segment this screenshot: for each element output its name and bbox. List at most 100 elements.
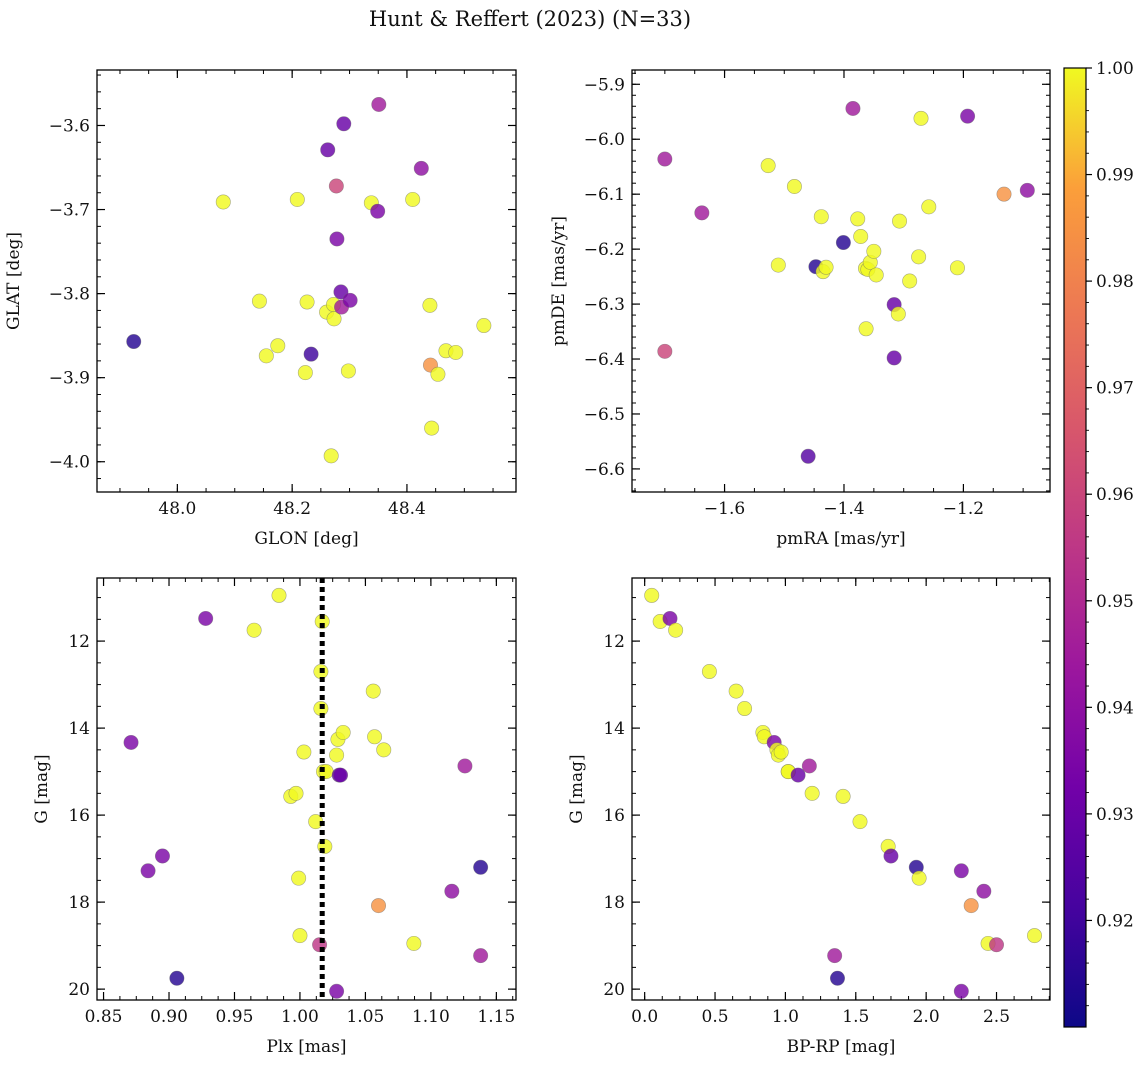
data-point <box>1019 182 1035 198</box>
parallax-magnitude-xlabel: Plx [mas] <box>266 1037 346 1057</box>
color-magnitude-ylabel: G [mag] <box>567 754 587 823</box>
data-point <box>323 448 339 464</box>
data-point <box>457 758 473 774</box>
data-point <box>289 191 305 207</box>
data-point <box>801 758 817 774</box>
colorbar-tick-label: 0.99 <box>1096 166 1134 186</box>
colorbar-tick-label: 0.93 <box>1096 805 1134 825</box>
color-magnitude-ytick-label: 18 <box>603 893 625 913</box>
sky-position-xtick-label: 48.4 <box>388 499 426 519</box>
colorbar-tick-label: 0.94 <box>1096 698 1134 718</box>
colorbar-tick-label: 0.97 <box>1096 379 1134 399</box>
data-point <box>813 209 829 225</box>
data-point <box>886 350 902 366</box>
data-point <box>911 249 927 265</box>
sky-position-frame <box>96 69 517 493</box>
proper-motion-ytick-label: −6.1 <box>584 185 625 205</box>
color-magnitude-xlabel: BP-RP [mag] <box>787 1037 896 1057</box>
data-point <box>288 785 304 801</box>
parallax-magnitude-xtick-label: 1.05 <box>346 1007 384 1027</box>
colorbar-tick-label: 0.95 <box>1096 592 1134 612</box>
data-point <box>902 273 918 289</box>
sky-position-xtick-label: 48.2 <box>273 499 311 519</box>
data-point <box>829 970 845 986</box>
color-magnitude-panel: 0.0 0.5 1.0 1.5 2.0 2.5 12 14 16 18 20 BP-RP [mag] G… <box>567 577 1051 1057</box>
color-magnitude-xtick-label: 0.0 <box>631 1007 658 1027</box>
data-point <box>333 767 349 783</box>
colorbar-gradient <box>1063 67 1087 1028</box>
data-point <box>644 587 660 603</box>
data-point <box>367 729 383 745</box>
sky-position-panel: 48.0 48.2 48.4 −3.6 −3.7 −3.8 −3.9 −4.0 GLON [de… <box>4 69 517 549</box>
data-point <box>413 160 429 176</box>
color-magnitude-xtick-label: 1.5 <box>842 1007 869 1027</box>
data-point <box>329 983 345 999</box>
data-point <box>370 203 386 219</box>
sky-position-ytick-label: −4.0 <box>49 453 90 473</box>
data-point <box>953 983 969 999</box>
data-point <box>215 194 231 210</box>
data-point <box>850 211 866 227</box>
parallax-magnitude-xtick-label: 1.15 <box>477 1007 515 1027</box>
proper-motion-minor-ticks <box>632 70 1050 492</box>
data-point <box>329 231 345 247</box>
data-point <box>371 96 387 112</box>
data-point <box>299 294 315 310</box>
sky-position-ytick-label: −3.8 <box>49 285 90 305</box>
color-magnitude-frame <box>631 577 1051 1001</box>
sky-position-ytick-label: −3.6 <box>49 116 90 136</box>
proper-motion-points <box>657 100 1035 464</box>
data-point <box>198 610 214 626</box>
data-point <box>728 683 744 699</box>
data-point <box>883 848 899 864</box>
colorbar-tick-label: 0.96 <box>1096 485 1134 505</box>
parallax-magnitude-xtick-label: 0.90 <box>150 1007 188 1027</box>
data-point <box>853 228 869 244</box>
data-point <box>371 898 387 914</box>
data-point <box>430 366 446 382</box>
data-point <box>424 420 440 436</box>
data-point <box>292 928 308 944</box>
parallax-magnitude-xtick-label: 0.95 <box>216 1007 254 1027</box>
proper-motion-ytick-label: −5.9 <box>584 75 625 95</box>
data-point <box>326 311 342 327</box>
parallax-magnitude-xtick-label: 1.10 <box>412 1007 450 1027</box>
data-point <box>126 334 142 350</box>
data-point <box>818 259 834 275</box>
data-point <box>852 814 868 830</box>
data-point <box>996 186 1012 202</box>
proper-motion-panel: −1.6 −1.4 −1.2 −5.9 −6.0 −6.1 −6.2 −6.3 −6.4 −6.5… <box>549 69 1051 549</box>
data-point <box>657 343 673 359</box>
data-point <box>335 724 351 740</box>
data-point <box>123 734 139 750</box>
data-point <box>476 318 492 334</box>
parallax-magnitude-ytick-label: 14 <box>68 719 90 739</box>
color-magnitude-xtick-label: 2.0 <box>913 1007 940 1027</box>
data-point <box>473 948 489 964</box>
colorbar-tick-label: 0.92 <box>1096 911 1134 931</box>
data-point <box>329 747 345 763</box>
data-point <box>845 100 861 116</box>
data-point <box>271 587 287 603</box>
color-magnitude-xtick-label: 1.0 <box>772 1007 799 1027</box>
proper-motion-frame <box>631 69 1051 493</box>
color-magnitude-xtick-label: 2.5 <box>983 1007 1010 1027</box>
data-point <box>760 158 776 174</box>
proper-motion-xtick-label: −1.4 <box>823 499 864 519</box>
data-point <box>804 785 820 801</box>
data-point <box>960 108 976 124</box>
data-point <box>342 292 358 308</box>
sky-position-minor-ticks <box>97 70 516 492</box>
data-point <box>890 306 906 322</box>
data-point <box>770 257 786 273</box>
data-point <box>270 338 286 354</box>
data-point <box>154 848 170 864</box>
color-magnitude-ytick-label: 12 <box>603 632 625 652</box>
data-point <box>297 365 313 381</box>
data-point <box>406 935 422 951</box>
sky-position-ytick-label: −3.7 <box>49 201 90 221</box>
data-point <box>258 348 274 364</box>
data-point <box>976 883 992 899</box>
parallax-magnitude-frame <box>96 577 517 1001</box>
